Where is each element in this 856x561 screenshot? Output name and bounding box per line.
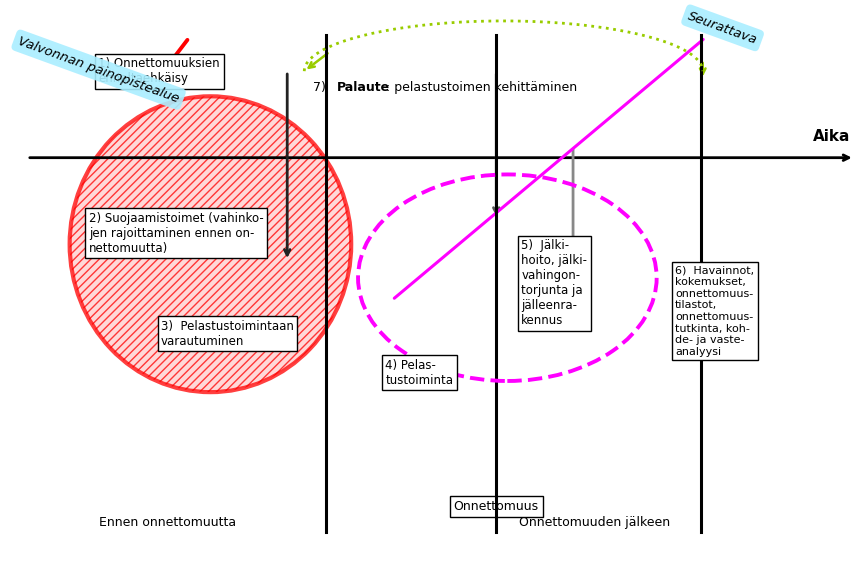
Text: 6)  Havainnot,
kokemukset,
onnettomuus-
tilastot,
onnettomuus-
tutkinta, koh-
de: 6) Havainnot, kokemukset, onnettomuus- t… <box>675 265 754 357</box>
Text: Onnettomuuden jälkeen: Onnettomuuden jälkeen <box>519 516 670 529</box>
Ellipse shape <box>69 96 351 392</box>
Text: 5)  Jälki-
hoito, jälki-
vahingon-
torjunta ja
jälleenra-
kennus: 5) Jälki- hoito, jälki- vahingon- torjun… <box>521 240 587 327</box>
Text: Aika: Aika <box>813 128 850 144</box>
Text: 4) Pelas-
tustoiminta: 4) Pelas- tustoiminta <box>385 358 454 387</box>
Text: 2) Suojaamistoimet (vahinko-
jen rajoittaminen ennen on-
nettomuutta): 2) Suojaamistoimet (vahinko- jen rajoitt… <box>89 211 264 255</box>
Text: Seurattava: Seurattava <box>686 9 759 47</box>
Text: : pelastustoimen kehittäminen: : pelastustoimen kehittäminen <box>386 81 577 94</box>
Text: 3)  Pelastustoimintaan
varautuminen: 3) Pelastustoimintaan varautuminen <box>161 320 294 347</box>
Text: Valvonnan painopistealue: Valvonnan painopistealue <box>16 34 181 105</box>
Text: 1) Onnettomuuksien
ennaltaehkäisy: 1) Onnettomuuksien ennaltaehkäisy <box>98 57 220 85</box>
Text: Palaute: Palaute <box>336 81 389 94</box>
Text: Onnettomuus: Onnettomuus <box>454 500 538 513</box>
Text: 7): 7) <box>312 81 330 94</box>
Text: Ennen onnettomuutta: Ennen onnettomuutta <box>99 516 236 529</box>
